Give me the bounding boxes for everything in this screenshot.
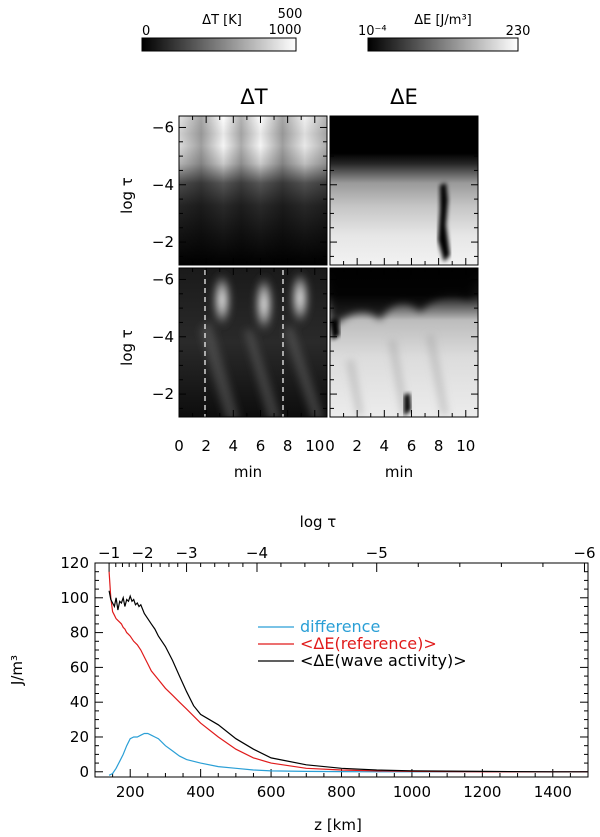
panel-y-tick-label: −2 [152, 233, 174, 251]
colorbar-temperature-label: ΔT [K] [202, 13, 242, 28]
top-tick-label: −1 [98, 544, 120, 562]
colorbar-temperature-max-top: 500 [278, 7, 303, 22]
panel-y-tick-label: −2 [152, 385, 174, 403]
y-tick-label: 80 [70, 624, 89, 642]
top-tick-label: −2 [131, 544, 153, 562]
x-tick-label: 1400 [534, 783, 572, 801]
panel-x-tick-label: 6 [407, 437, 417, 455]
panel-x-tick-label: 10 [456, 437, 475, 455]
panel-x-tick-label: 8 [434, 437, 444, 455]
panel-delta-e-reference [330, 116, 478, 265]
top-tick-label: −4 [246, 544, 268, 562]
panel-delta-e-wave-activity [330, 268, 478, 417]
plot-frame [94, 562, 589, 778]
y-tick-label: 60 [70, 658, 89, 676]
legend-label-1: <ΔE(reference)> [300, 634, 437, 653]
panel-x-axis-label: min [385, 463, 413, 481]
x-tick-label: 800 [327, 783, 356, 801]
panel-x-tick-label: 8 [283, 437, 293, 455]
x-tick-label: 600 [257, 783, 286, 801]
col-title-delta-e: ΔE [390, 85, 418, 109]
panel-y-tick-label: −6 [152, 118, 174, 136]
panel-x-tick-label: 0 [325, 437, 335, 455]
colorbar-energy-max: 230 [506, 24, 531, 39]
panel-frame-br [329, 267, 479, 418]
col-title-delta-t: ΔT [240, 85, 267, 109]
colorbar-energy-label: ΔE [J/m³] [414, 13, 471, 28]
panel-delta-t-wave-activity [179, 268, 327, 417]
top-axis-label: log τ [300, 513, 337, 531]
y-tick-label: 100 [60, 589, 89, 607]
series-line-2 [108, 590, 588, 773]
panel-x-tick-label: 4 [380, 437, 390, 455]
x-axis-label: z [km] [314, 816, 362, 834]
legend-label-2: <ΔE(wave activity)> [300, 651, 467, 670]
panel-x-tick-label: 4 [229, 437, 239, 455]
chart-legend: difference<ΔE(reference)><ΔE(wave activi… [258, 617, 467, 670]
colorbar-temperature: ΔT [K] 0 500 1000 [141, 7, 303, 52]
panel-y-axis-label: log τ [118, 329, 136, 366]
chart-ticks: 200 400 600 800 1000 1200 1400020406080100120−… [60, 544, 595, 801]
panel-y-axis-label: log τ [118, 177, 136, 214]
colorbar-temperature-max-bottom: 1000 [268, 23, 301, 38]
panel-x-tick-label: 10 [305, 437, 324, 455]
x-tick-label: 1000 [393, 783, 431, 801]
line-chart: 200 400 600 800 1000 1200 1400020406080100120−… [8, 513, 596, 834]
panel-x-tick-label: 6 [256, 437, 266, 455]
colorbar-energy: 10⁻⁴ ΔE [J/m³] 230 [358, 13, 531, 52]
y-tick-label: 20 [70, 728, 89, 746]
panel-y-tick-label: −4 [152, 176, 174, 194]
panel-x-tick-label: 2 [352, 437, 362, 455]
panel-y-tick-label: −4 [152, 328, 174, 346]
panel-y-tick-label: −6 [152, 270, 174, 288]
series-line-1 [108, 571, 588, 773]
panel-x-tick-label: 0 [174, 437, 184, 455]
panel-frame-tl [178, 115, 328, 266]
y-axis-label: J/m³ [8, 655, 26, 686]
colorbar-temperature-min: 0 [142, 24, 150, 39]
y-tick-label: 0 [79, 763, 89, 781]
top-tick-label: −6 [573, 544, 595, 562]
x-tick-label: 400 [186, 783, 215, 801]
y-tick-label: 40 [70, 693, 89, 711]
legend-label-0: difference [300, 617, 380, 636]
panel-frame-tr [329, 115, 479, 266]
panel-frame-bl [178, 267, 328, 418]
top-tick-label: −5 [366, 544, 388, 562]
x-tick-label: 1200 [463, 783, 501, 801]
chart-series [108, 571, 588, 776]
panel-delta-t-reference [179, 116, 327, 265]
x-tick-label: 200 [116, 783, 145, 801]
top-tick-label: −3 [175, 544, 197, 562]
panel-x-axis-label: min [234, 463, 262, 481]
series-line-0 [108, 732, 588, 776]
colorbar-energy-min: 10⁻⁴ [358, 24, 387, 39]
panel-x-tick-label: 2 [201, 437, 211, 455]
y-tick-label: 120 [60, 554, 89, 572]
